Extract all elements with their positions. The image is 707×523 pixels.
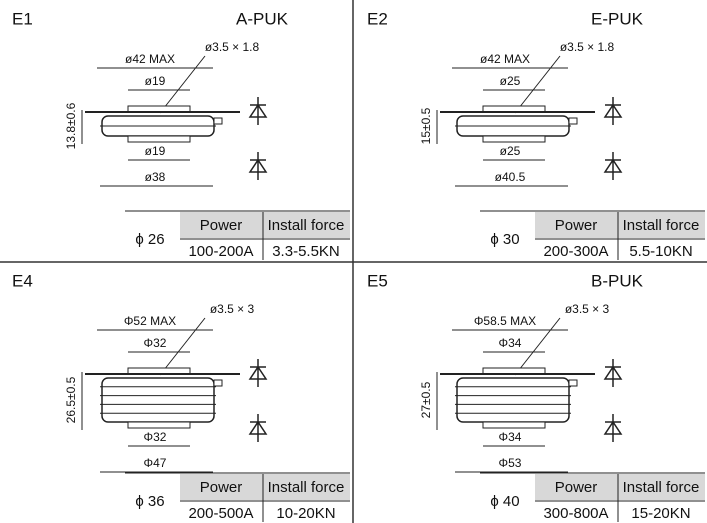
top-label: ø19 — [145, 74, 166, 88]
hole-label: ø3.5 × 3 — [565, 302, 610, 316]
diode-symbol — [603, 97, 623, 125]
table-header-text: Install force — [268, 479, 345, 496]
diode-symbol — [603, 152, 623, 180]
size-text: ϕ 40 — [490, 493, 519, 510]
table-header — [180, 212, 350, 238]
diode-symbol — [248, 359, 268, 387]
size-text: ϕ 26 — [135, 231, 164, 248]
leader — [159, 55, 206, 114]
leader — [514, 317, 561, 376]
hole-label: ø3.5 × 1.8 — [205, 40, 260, 54]
table-header-text: Install force — [623, 479, 700, 496]
package-name: E-PUK — [591, 9, 644, 28]
panel-code: E5 — [367, 271, 388, 290]
force-text: 10-20KN — [276, 505, 335, 522]
bottom-label: Φ32 — [144, 430, 167, 444]
panel: E4 ø3.5 × 3 Φ52 MAX Φ32 26.5±0.5 Φ32 Φ47 Power I… — [12, 271, 350, 522]
gate — [213, 379, 223, 387]
bottom-label: Φ34 — [499, 430, 522, 444]
power-text: 200-300A — [543, 243, 608, 260]
hole-label: ø3.5 × 1.8 — [560, 40, 615, 54]
diode-symbol — [603, 414, 623, 442]
bottom-contact — [127, 135, 191, 143]
top-label: Φ32 — [144, 336, 167, 350]
max-label: Φ52 MAX — [124, 314, 176, 328]
table-header-text: Install force — [623, 217, 700, 234]
gate — [568, 117, 578, 125]
table-header-text: Power — [555, 479, 598, 496]
diode-symbol — [248, 152, 268, 180]
height-label: 27±0.5 — [419, 381, 433, 418]
size-text: ϕ 36 — [135, 493, 164, 510]
table-header — [535, 212, 705, 238]
leader — [159, 317, 206, 376]
diode-symbol — [248, 414, 268, 442]
panel: E1 A-PUK ø3.5 × 1.8 ø42 MAX ø19 13.8±0.6 ø19 ø3… — [12, 9, 350, 260]
height-label: 13.8±0.6 — [64, 102, 78, 149]
panel-code: E2 — [367, 9, 388, 28]
table-header — [180, 474, 350, 500]
force-text: 3.3-5.5KN — [272, 243, 340, 260]
power-text: 300-800A — [543, 505, 608, 522]
height-label: 26.5±0.5 — [64, 376, 78, 423]
power-text: 200-500A — [188, 505, 253, 522]
size-text: ϕ 30 — [490, 231, 519, 248]
panel: E5 B-PUK ø3.5 × 3 Φ58.5 MAX Φ34 27±0.5 Φ34 Φ53 P… — [367, 271, 705, 522]
package-name: B-PUK — [591, 271, 644, 290]
table-header — [535, 474, 705, 500]
bottom-label: ø19 — [145, 144, 166, 158]
top-label: ø25 — [500, 74, 521, 88]
body — [456, 377, 570, 423]
top-label: Φ34 — [499, 336, 522, 350]
panel: E2 E-PUK ø3.5 × 1.8 ø42 MAX ø25 15±0.5 ø25 ø40.… — [367, 9, 705, 260]
max-label: ø42 MAX — [480, 52, 530, 66]
body — [101, 377, 215, 423]
gate — [213, 117, 223, 125]
base-label: Φ53 — [499, 456, 522, 470]
table-header-text: Power — [555, 217, 598, 234]
bottom-contact — [482, 421, 546, 429]
force-text: 5.5-10KN — [629, 243, 692, 260]
diode-symbol — [248, 97, 268, 125]
max-label: ø42 MAX — [125, 52, 175, 66]
bottom-contact — [127, 421, 191, 429]
table-header-text: Install force — [268, 217, 345, 234]
table-header-text: Power — [200, 479, 243, 496]
base-label: ø38 — [145, 170, 166, 184]
bottom-contact — [482, 135, 546, 143]
max-label: Φ58.5 MAX — [474, 314, 536, 328]
panel-code: E1 — [12, 9, 33, 28]
base-label: Φ47 — [144, 456, 167, 470]
force-text: 15-20KN — [631, 505, 690, 522]
bottom-label: ø25 — [500, 144, 521, 158]
base-label: ø40.5 — [495, 170, 526, 184]
panel-code: E4 — [12, 271, 33, 290]
gate — [568, 379, 578, 387]
package-name: A-PUK — [236, 9, 289, 28]
height-label: 15±0.5 — [419, 107, 433, 144]
power-text: 100-200A — [188, 243, 253, 260]
leader — [514, 55, 561, 114]
table-header-text: Power — [200, 217, 243, 234]
diode-symbol — [603, 359, 623, 387]
hole-label: ø3.5 × 3 — [210, 302, 255, 316]
